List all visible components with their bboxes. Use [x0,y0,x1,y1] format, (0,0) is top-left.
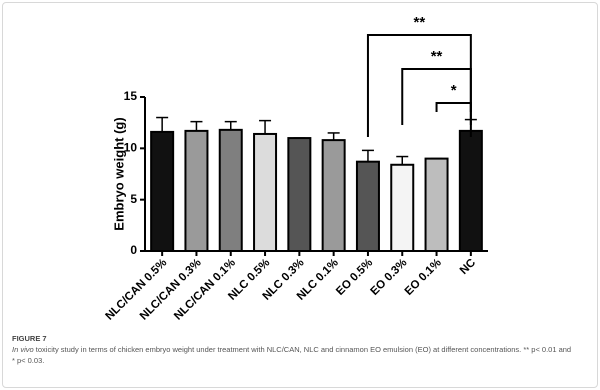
significance-label: ** [431,48,443,65]
x-tick-label: EO 0.1% [403,257,444,298]
y-tick-label: 10 [124,141,138,155]
y-axis-title: Embryo weight (g) [111,117,126,230]
bar [321,139,346,252]
bar [218,128,243,252]
x-tick-label: NLC/CAN 0.3% [138,257,204,323]
y-tick-label: 0 [130,243,137,257]
figure-label: FIGURE 7 [12,334,47,343]
bar [287,137,312,252]
x-tick-label: NLC/CAN 0.1% [172,257,238,323]
x-tick-label: EO 0.5% [334,257,375,298]
significance-label: ** [414,14,426,31]
bar [458,129,483,253]
significance-bracket [435,102,472,112]
bar [390,163,415,252]
x-tick-label: NLC/CAN 0.5% [104,257,170,323]
bar [184,129,209,253]
significance-bracket [401,68,472,125]
y-tick-label: 5 [130,192,137,206]
y-tick-label: 15 [124,89,138,103]
bar [355,160,380,252]
x-tick-label: EO 0.3% [368,257,409,298]
caption-text: toxicity study in terms of chicken embry… [12,345,572,365]
significance-label: * [451,82,457,99]
caption-italic: In vivo [12,345,34,354]
x-tick-label: NC [458,257,478,277]
bar [253,132,278,253]
bar [150,130,175,252]
bar [424,157,449,253]
chart: Embryo weight (g) 0 5 10 15 NLC/CAN 0.5%NLC/… [104,14,488,323]
caption: In vivo toxicity study in terms of chick… [12,344,572,366]
